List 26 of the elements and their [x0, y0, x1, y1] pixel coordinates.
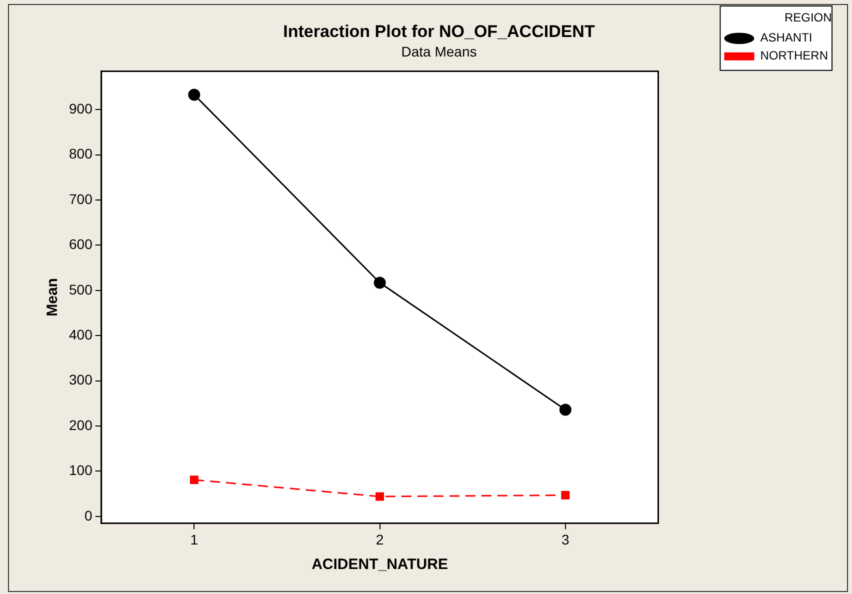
y-tick-label: 600: [69, 236, 93, 252]
y-tick-label: 100: [69, 462, 93, 478]
y-tick-label: 700: [69, 190, 93, 207]
y-tick-label: 500: [69, 281, 93, 298]
point: [559, 404, 572, 416]
legend-label: NORTHERN: [760, 48, 828, 63]
x-tick-label: 3: [562, 531, 570, 548]
legend-title: REGION: [784, 10, 832, 24]
y-tick-label: 400: [69, 326, 93, 342]
y-tick-label: 900: [69, 100, 93, 116]
legend-label: ASHANTI: [760, 30, 812, 45]
y-tick-label: 300: [69, 372, 93, 388]
point: [376, 492, 384, 501]
point: [374, 276, 386, 289]
chart-title: Interaction Plot for NO_OF_ACCIDENT: [283, 22, 596, 41]
point: [561, 490, 570, 500]
x-tick-label: 2: [376, 531, 384, 548]
point: [188, 88, 200, 101]
y-axis-title: Mean: [44, 278, 62, 316]
point: [190, 476, 198, 484]
y-tick-label: 800: [69, 146, 93, 162]
y-tick-label: 200: [69, 416, 93, 433]
x-tick-label: 1: [190, 531, 198, 548]
y-tick-label: 0: [84, 507, 93, 524]
chart-subtitle: Data Means: [401, 44, 477, 60]
x-axis-title: ACIDENT_NATURE: [312, 556, 448, 574]
